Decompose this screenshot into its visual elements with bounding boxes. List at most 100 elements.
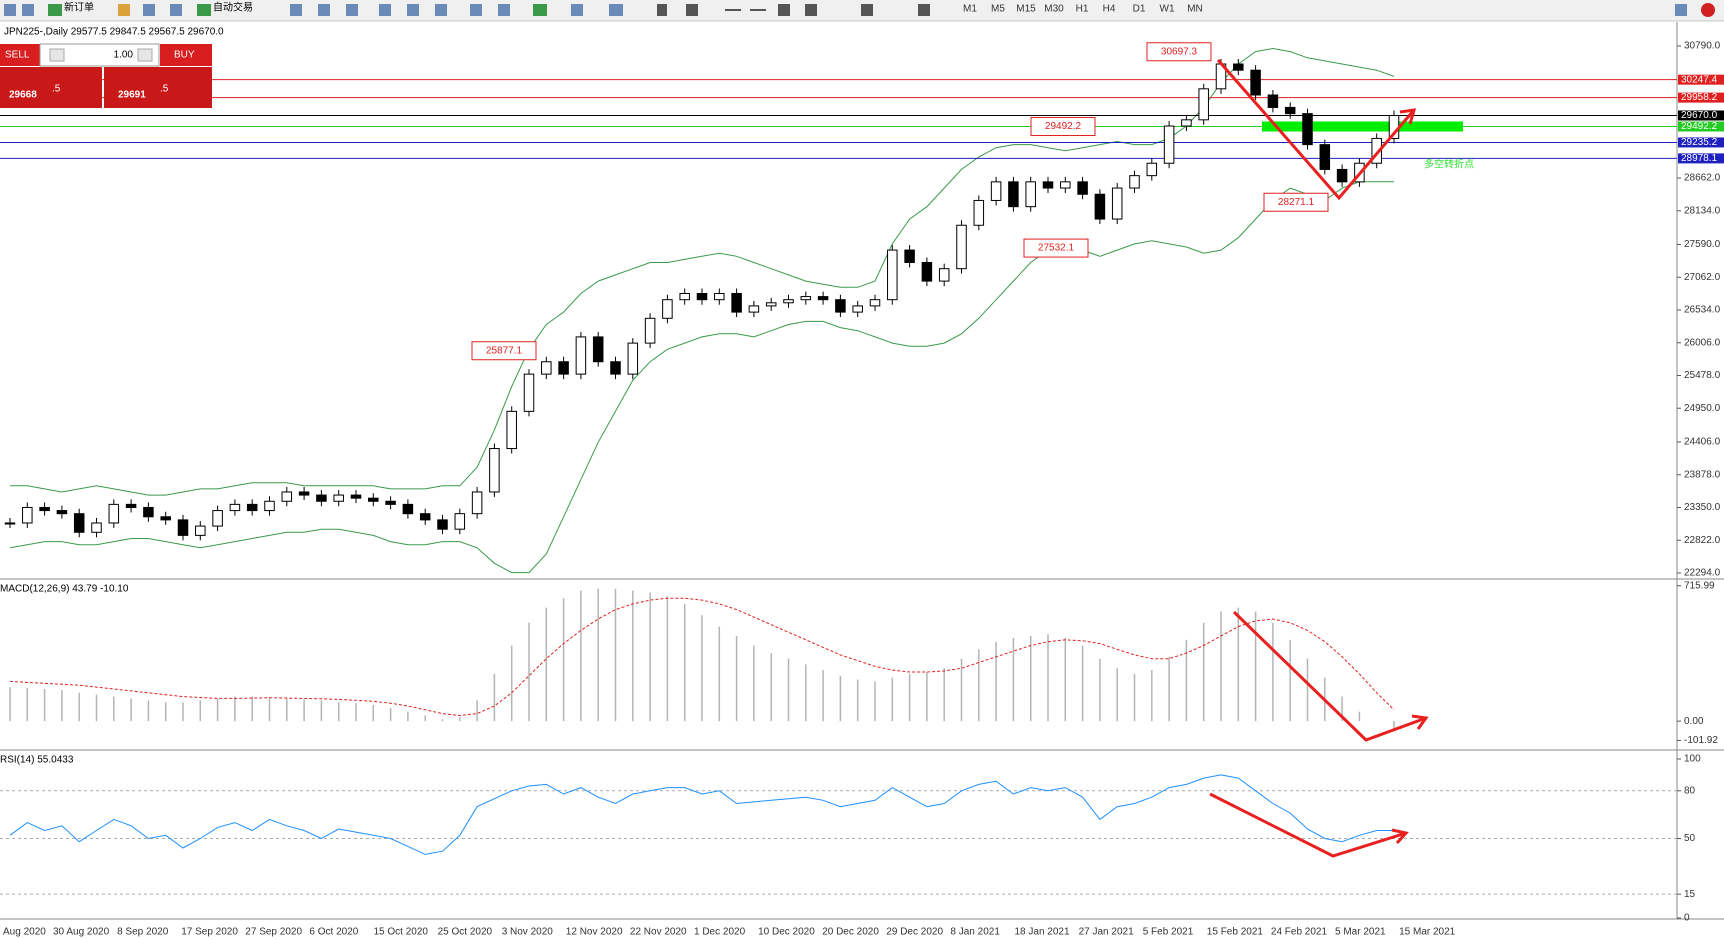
- icon[interactable]: [1675, 4, 1687, 16]
- timeframe-button[interactable]: W1: [1160, 4, 1175, 15]
- candle: [195, 525, 206, 536]
- x-tick-label: 22 Nov 2020: [630, 927, 687, 938]
- icon[interactable]: [143, 4, 155, 16]
- icon[interactable]: [918, 4, 930, 16]
- x-tick-label: 3 Nov 2020: [502, 927, 554, 938]
- candle: [1284, 106, 1296, 115]
- candle: [817, 296, 829, 301]
- icon[interactable]: [725, 9, 741, 11]
- icon[interactable]: [22, 4, 34, 16]
- sell-price-box[interactable]: [0, 67, 102, 108]
- icon[interactable]: [750, 9, 766, 11]
- lot-down[interactable]: [49, 48, 65, 62]
- lot-input[interactable]: [39, 43, 160, 67]
- icon[interactable]: [118, 4, 130, 16]
- lot-up[interactable]: [137, 48, 153, 62]
- timeframe-button[interactable]: H1: [1076, 4, 1089, 15]
- price-level-label: 28978.1: [1681, 153, 1718, 164]
- icon[interactable]: [805, 4, 817, 16]
- alert-icon[interactable]: [1701, 3, 1715, 17]
- toolbar-label[interactable]: 自动交易: [213, 1, 253, 14]
- candle: [454, 513, 466, 530]
- x-tick-label: 27 Jan 2021: [1079, 927, 1134, 938]
- candle: [264, 500, 275, 512]
- x-tick-label: 30 Aug 2020: [53, 927, 110, 938]
- annotation-label: 30697.3: [1161, 46, 1198, 57]
- buy-price-frac: .5: [160, 84, 169, 95]
- icon[interactable]: [609, 4, 623, 16]
- rsi-line: [9, 774, 1394, 855]
- timeframe-button[interactable]: M15: [1016, 4, 1036, 15]
- candle: [1129, 175, 1140, 189]
- timeframe-button[interactable]: D1: [1133, 4, 1146, 15]
- icon[interactable]: [170, 4, 182, 16]
- icon[interactable]: [861, 4, 873, 16]
- sell-label[interactable]: SELL: [5, 50, 30, 61]
- signal-line: [9, 597, 1395, 717]
- price-level-label: 29235.2: [1681, 137, 1718, 148]
- candle: [91, 522, 102, 533]
- candle: [143, 506, 154, 518]
- icon[interactable]: [48, 4, 62, 16]
- candle: [368, 497, 379, 502]
- x-tick-label: 18 Jan 2021: [1015, 927, 1070, 938]
- x-tick-label: 27 Sep 2020: [245, 927, 302, 938]
- x-tick-label: 8 Sep 2020: [117, 927, 169, 938]
- y-tick-label: 80: [1684, 785, 1696, 796]
- icon[interactable]: [435, 4, 447, 16]
- buy-button[interactable]: [160, 44, 212, 66]
- icon[interactable]: [197, 4, 211, 16]
- candle: [869, 299, 881, 307]
- annotation-label: 25877.1: [486, 345, 523, 356]
- icon[interactable]: [407, 4, 419, 16]
- timeframe-button[interactable]: MN: [1187, 4, 1203, 15]
- x-tick-label: 6 Oct 2020: [309, 927, 358, 938]
- lot-value[interactable]: 1.00: [114, 50, 134, 61]
- y-tick-label: 23878.0: [1684, 469, 1721, 480]
- candle: [125, 503, 137, 508]
- candle: [489, 448, 500, 493]
- icon[interactable]: [290, 4, 302, 16]
- icon[interactable]: [686, 4, 698, 16]
- annotation-label: 28271.1: [1278, 197, 1315, 208]
- timeframe-button[interactable]: M1: [963, 4, 977, 15]
- icon[interactable]: [346, 4, 358, 16]
- buy-price-box[interactable]: [104, 67, 212, 108]
- toolbar-label[interactable]: 新订单: [64, 1, 94, 14]
- y-tick-label: 24406.0: [1684, 437, 1721, 448]
- candle: [1336, 168, 1348, 183]
- candle: [1060, 181, 1071, 189]
- candle: [1233, 63, 1244, 71]
- trend-arrow: [1209, 792, 1407, 858]
- candle: [644, 317, 656, 344]
- indicator-title: RSI(14) 55.0433: [0, 755, 74, 766]
- icon[interactable]: [498, 4, 510, 16]
- icon[interactable]: [318, 4, 330, 16]
- candle: [973, 199, 985, 226]
- timeframe-button[interactable]: M5: [991, 4, 1005, 15]
- icon[interactable]: [657, 4, 667, 16]
- candle: [627, 342, 639, 375]
- sell-button[interactable]: [0, 44, 40, 66]
- annotation-box: [1030, 117, 1096, 137]
- icon[interactable]: [470, 4, 482, 16]
- candle: [1146, 162, 1158, 177]
- candle: [385, 500, 396, 505]
- chart-title: JPN225-,Daily 29577.5 29847.5 29567.5 29…: [4, 27, 224, 38]
- icon[interactable]: [571, 4, 583, 16]
- x-tick-label: 8 Jan 2021: [950, 927, 1000, 938]
- icon[interactable]: [778, 4, 790, 16]
- candle: [1163, 125, 1175, 164]
- timeframe-button[interactable]: H4: [1103, 4, 1116, 15]
- timeframe-button[interactable]: M30: [1044, 4, 1064, 15]
- icon[interactable]: [4, 4, 16, 16]
- candle: [108, 503, 120, 524]
- y-tick-label: -101.92: [1684, 735, 1718, 746]
- buy-label[interactable]: BUY: [174, 50, 195, 61]
- x-tick-label: 17 Sep 2020: [181, 927, 238, 938]
- icon[interactable]: [533, 4, 547, 16]
- candle: [748, 305, 760, 313]
- icon[interactable]: [379, 4, 391, 16]
- price-level-tag: [1678, 153, 1724, 164]
- sell-price-frac: .5: [52, 84, 61, 95]
